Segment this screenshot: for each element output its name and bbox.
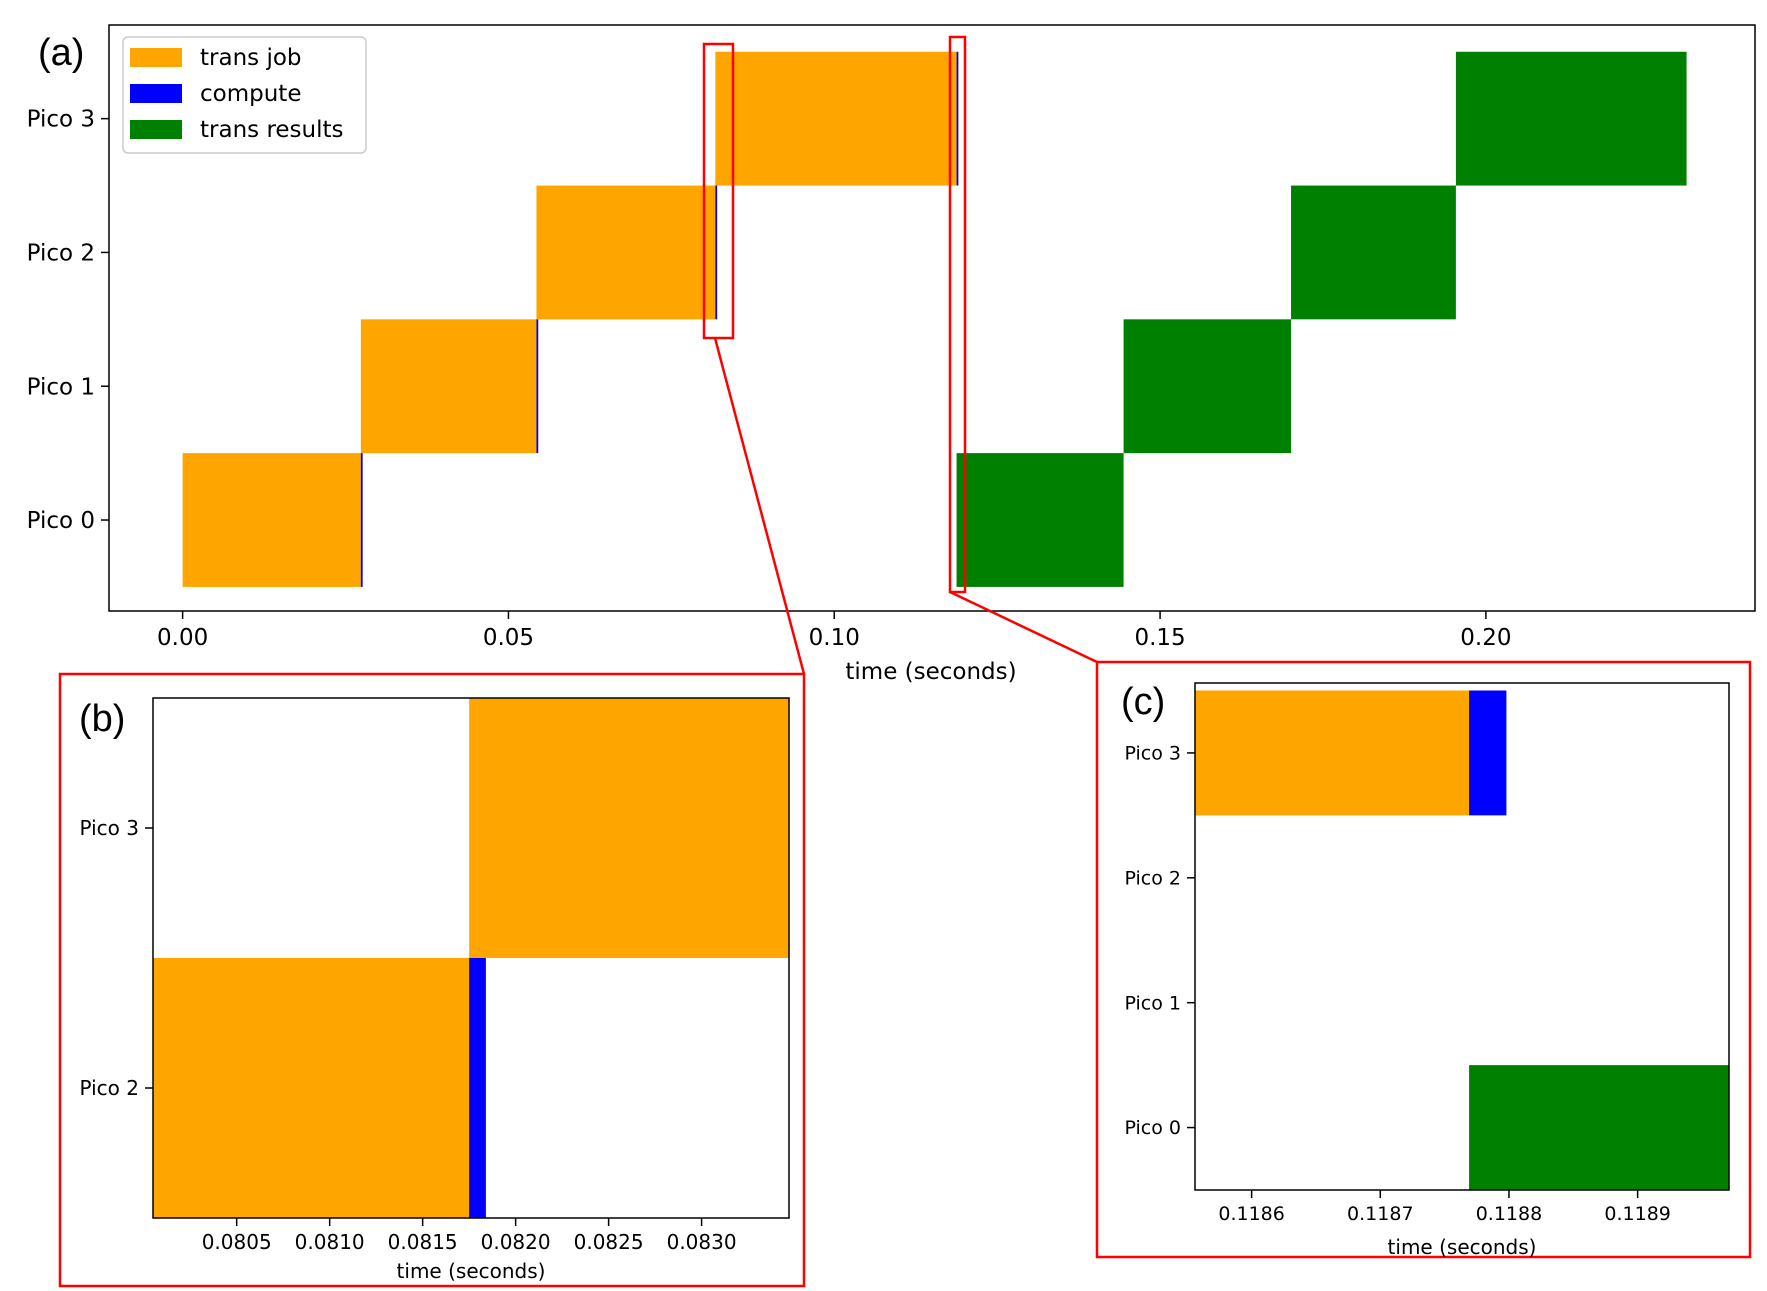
panel-c-axes-frame xyxy=(1194,682,1730,1191)
bar-trans-job-pico-0 xyxy=(182,453,361,587)
bar-trans-job-pico-3 xyxy=(469,698,789,958)
panel-b-y-ticks: Pico 2 Pico 3 xyxy=(80,816,153,1100)
bar-trans-job-pico-3 xyxy=(1195,690,1470,816)
x-tick-label: 0.0830 xyxy=(667,1230,737,1254)
legend-swatch-trans-job xyxy=(130,48,182,67)
bar-trans-job-pico-1 xyxy=(360,319,537,454)
legend-frame xyxy=(122,36,367,154)
y-tick-label: Pico 2 xyxy=(80,1076,140,1100)
x-tick-label: 0.1187 xyxy=(1347,1203,1413,1225)
x-tick-label: 0.0810 xyxy=(295,1230,365,1254)
panel-c-x-ticks: 0.1186 0.1187 0.1188 0.1189 xyxy=(1218,1190,1671,1225)
bar-trans-job-pico-2 xyxy=(536,185,716,320)
bar-trans-results-pico-3 xyxy=(1455,51,1687,186)
y-tick-label: Pico 2 xyxy=(1124,867,1181,889)
legend-swatch-compute xyxy=(130,84,182,103)
panel-c-x-axis-label: time (seconds) xyxy=(1388,1235,1537,1259)
y-tick-label: Pico 3 xyxy=(1124,743,1181,765)
panel-c-tag: (c) xyxy=(1121,681,1165,723)
y-tick-label: Pico 1 xyxy=(1124,992,1181,1014)
panel-b-tag: (b) xyxy=(79,698,125,740)
y-tick-label: Pico 3 xyxy=(80,816,140,840)
panel-b: (b) Pico 2 Pico 3 0.0805 0.0810 0.0815 0.082… xyxy=(58,672,806,1288)
y-tick-label: Pico 0 xyxy=(27,508,95,534)
bar-compute-pico-1 xyxy=(536,319,539,454)
bar-compute-pico-3 xyxy=(1469,690,1507,816)
panel-b-x-axis-label: time (seconds) xyxy=(397,1259,546,1283)
zoom-box-c xyxy=(948,35,967,594)
x-tick-label: 0.0805 xyxy=(202,1230,272,1254)
x-tick-label: 0.05 xyxy=(483,625,534,651)
bar-compute-pico-0 xyxy=(360,453,363,587)
y-tick-label: Pico 2 xyxy=(27,240,95,266)
bar-compute-pico-3 xyxy=(956,51,959,186)
zoom-connector-b xyxy=(713,337,806,675)
legend-label-trans-results: trans results xyxy=(200,117,344,143)
panel-a-tag: (a) xyxy=(38,32,84,74)
zoom-box-b xyxy=(702,42,735,340)
x-tick-label: 0.1186 xyxy=(1218,1203,1284,1225)
x-tick-label: 0.20 xyxy=(1460,625,1511,651)
panel-a-x-ticks: 0.00 0.05 0.10 0.15 0.20 xyxy=(157,611,1511,651)
x-tick-label: 0.1188 xyxy=(1476,1203,1542,1225)
bar-trans-results-pico-2 xyxy=(1291,185,1456,320)
panel-a-y-ticks: Pico 0 Pico 1 Pico 2 Pico 3 xyxy=(27,107,109,534)
zoom-connector-c xyxy=(949,590,1098,664)
bar-trans-job-pico-2 xyxy=(153,958,470,1218)
panel-c-marks xyxy=(1195,690,1729,1190)
y-tick-label: Pico 1 xyxy=(27,374,95,400)
bar-trans-results-pico-0 xyxy=(1469,1065,1729,1190)
bar-compute-pico-2 xyxy=(715,185,718,320)
legend: trans job compute trans results xyxy=(122,36,367,154)
legend-label-trans-job: trans job xyxy=(200,45,302,71)
x-tick-label: 0.0825 xyxy=(574,1230,644,1254)
x-tick-label: 0.0815 xyxy=(388,1230,458,1254)
panel-b-axes-frame xyxy=(152,697,790,1219)
legend-label-compute: compute xyxy=(200,81,301,107)
legend-swatch-trans-results xyxy=(130,120,182,139)
bar-trans-job-pico-3 xyxy=(715,51,957,186)
x-tick-label: 0.0820 xyxy=(481,1230,551,1254)
panel-b-marks xyxy=(153,698,789,1218)
panel-a-axes-frame xyxy=(108,24,1756,612)
x-tick-label: 0.10 xyxy=(809,625,860,651)
y-tick-label: Pico 0 xyxy=(1124,1117,1181,1139)
panel-a: (a) Pico 0 Pico 1 Pico 2 Pico 3 0.00 0.05 0.1… xyxy=(27,24,1756,685)
x-tick-label: 0.15 xyxy=(1134,625,1185,651)
bar-compute-pico-2 xyxy=(469,958,486,1218)
y-tick-label: Pico 3 xyxy=(27,107,95,133)
bar-trans-results-pico-1 xyxy=(1123,319,1292,454)
panel-b-x-ticks: 0.0805 0.0810 0.0815 0.0820 0.0825 0.0830 xyxy=(202,1218,737,1254)
panel-c-y-ticks: Pico 0 Pico 1 Pico 2 Pico 3 xyxy=(1124,743,1195,1139)
x-tick-label: 0.1189 xyxy=(1604,1203,1670,1225)
panel-a-x-axis-label: time (seconds) xyxy=(845,659,1016,685)
x-tick-label: 0.00 xyxy=(157,625,208,651)
bar-trans-results-pico-0 xyxy=(956,453,1124,587)
panel-a-marks xyxy=(182,51,1687,587)
